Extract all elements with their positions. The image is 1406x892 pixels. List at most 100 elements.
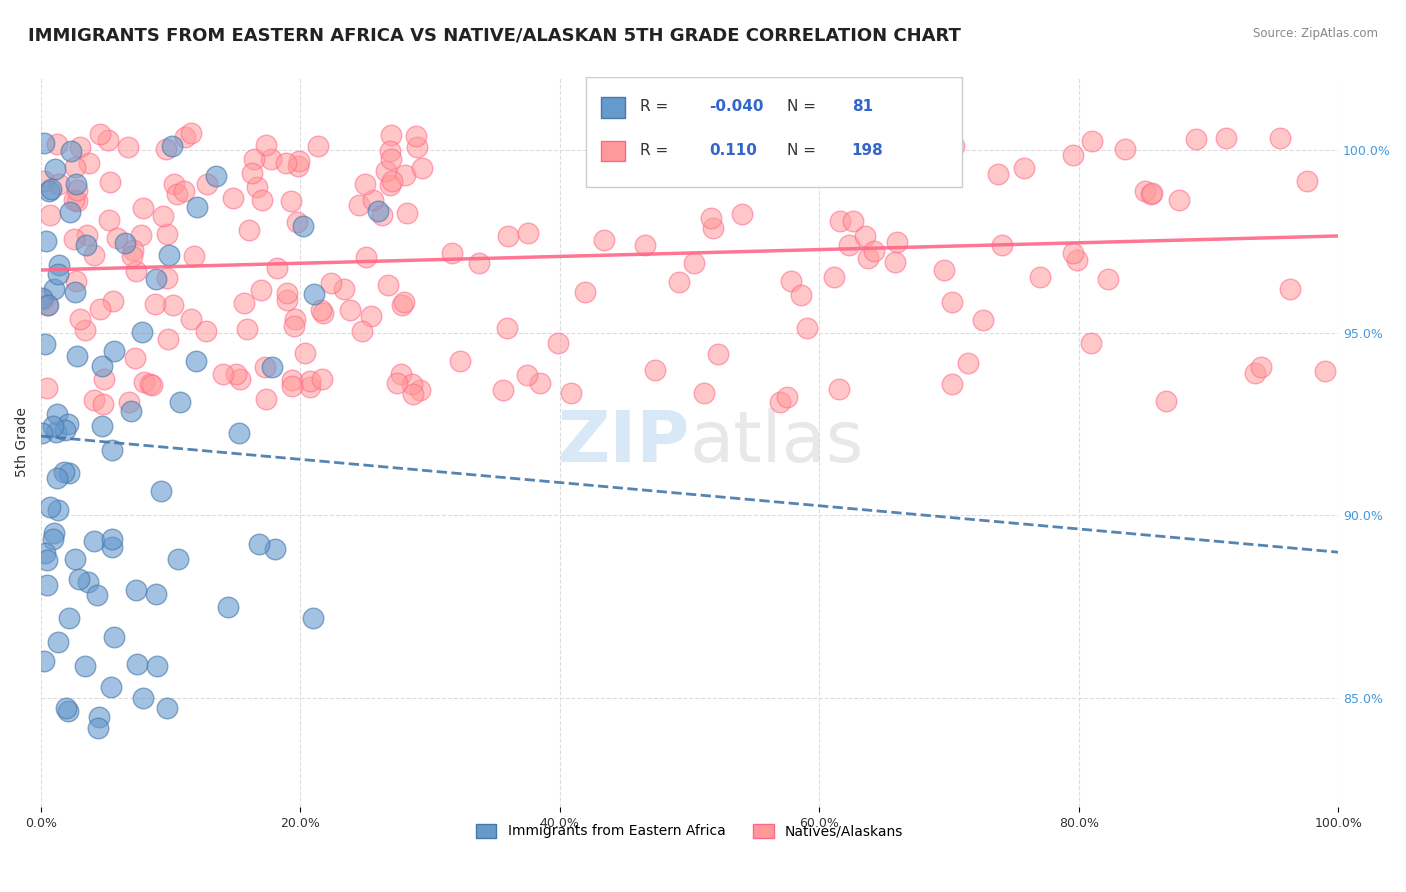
Immigrants from Eastern Africa — [45, 425, 67, 439]
Immigrants from Eastern Africa — [247, 537, 270, 551]
Natives/Alaskans — [89, 127, 111, 141]
Immigrants from Eastern Africa — [302, 287, 325, 301]
Natives/Alaskans — [734, 152, 756, 166]
Immigrants from Eastern Africa — [34, 546, 56, 560]
Natives/Alaskans — [1168, 193, 1191, 207]
Immigrants from Eastern Africa — [39, 500, 62, 514]
Immigrants from Eastern Africa — [301, 611, 323, 625]
Natives/Alaskans — [250, 194, 273, 208]
Natives/Alaskans — [352, 324, 374, 338]
Natives/Alaskans — [155, 142, 177, 156]
Natives/Alaskans — [121, 249, 143, 263]
Immigrants from Eastern Africa — [55, 700, 77, 714]
Natives/Alaskans — [517, 227, 540, 241]
Immigrants from Eastern Africa — [63, 552, 86, 566]
Natives/Alaskans — [122, 243, 145, 257]
Natives/Alaskans — [312, 306, 335, 320]
Natives/Alaskans — [1215, 131, 1237, 145]
Immigrants from Eastern Africa — [145, 272, 167, 286]
Natives/Alaskans — [83, 393, 105, 408]
Natives/Alaskans — [117, 140, 139, 154]
Natives/Alaskans — [1081, 134, 1104, 148]
Natives/Alaskans — [873, 126, 896, 140]
Natives/Alaskans — [1012, 161, 1035, 175]
Natives/Alaskans — [354, 250, 377, 264]
Natives/Alaskans — [39, 208, 62, 222]
Natives/Alaskans — [93, 371, 115, 385]
Natives/Alaskans — [34, 174, 56, 188]
Immigrants from Eastern Africa — [100, 533, 122, 547]
Natives/Alaskans — [284, 312, 307, 326]
Immigrants from Eastern Africa — [87, 722, 110, 736]
Immigrants from Eastern Africa — [44, 162, 66, 177]
Text: ZIP: ZIP — [557, 408, 689, 476]
Natives/Alaskans — [707, 346, 730, 360]
Immigrants from Eastern Africa — [34, 136, 56, 150]
Text: R =: R = — [640, 143, 668, 158]
Immigrants from Eastern Africa — [66, 349, 89, 363]
Natives/Alaskans — [339, 303, 361, 318]
Immigrants from Eastern Africa — [46, 634, 69, 648]
Natives/Alaskans — [941, 295, 963, 310]
Natives/Alaskans — [141, 378, 163, 392]
Immigrants from Eastern Africa — [34, 337, 56, 351]
Immigrants from Eastern Africa — [31, 291, 53, 305]
Natives/Alaskans — [401, 376, 423, 391]
Immigrants from Eastern Africa — [56, 704, 79, 718]
Natives/Alaskans — [828, 383, 851, 397]
Natives/Alaskans — [1062, 148, 1084, 162]
Immigrants from Eastern Africa — [367, 204, 389, 219]
Immigrants from Eastern Africa — [35, 235, 58, 249]
Natives/Alaskans — [492, 384, 515, 398]
Immigrants from Eastern Africa — [59, 205, 82, 219]
Immigrants from Eastern Africa — [125, 657, 148, 671]
Natives/Alaskans — [354, 178, 377, 192]
Natives/Alaskans — [280, 194, 302, 208]
Immigrants from Eastern Africa — [146, 658, 169, 673]
Immigrants from Eastern Africa — [77, 574, 100, 589]
Natives/Alaskans — [385, 376, 408, 390]
Natives/Alaskans — [863, 244, 886, 259]
Natives/Alaskans — [156, 271, 179, 285]
FancyBboxPatch shape — [602, 141, 624, 161]
Natives/Alaskans — [934, 134, 956, 148]
Natives/Alaskans — [307, 139, 329, 153]
Immigrants from Eastern Africa — [132, 691, 155, 706]
Natives/Alaskans — [378, 178, 401, 193]
Immigrants from Eastern Africa — [32, 655, 55, 669]
Immigrants from Eastern Africa — [46, 503, 69, 517]
Natives/Alaskans — [62, 232, 84, 246]
Immigrants from Eastern Africa — [83, 533, 105, 548]
Natives/Alaskans — [83, 248, 105, 262]
Natives/Alaskans — [932, 161, 955, 175]
Natives/Alaskans — [260, 152, 283, 166]
Natives/Alaskans — [769, 395, 792, 409]
Immigrants from Eastern Africa — [159, 248, 181, 262]
Immigrants from Eastern Africa — [145, 586, 167, 600]
Natives/Alaskans — [73, 323, 96, 337]
Immigrants from Eastern Africa — [125, 583, 148, 598]
Natives/Alaskans — [285, 215, 308, 229]
Natives/Alaskans — [942, 139, 965, 153]
Natives/Alaskans — [66, 183, 89, 197]
Natives/Alaskans — [408, 383, 430, 397]
Natives/Alaskans — [516, 368, 538, 382]
Natives/Alaskans — [731, 207, 754, 221]
Natives/Alaskans — [574, 285, 596, 299]
Natives/Alaskans — [752, 150, 775, 164]
Natives/Alaskans — [232, 296, 254, 310]
Natives/Alaskans — [276, 293, 298, 307]
Natives/Alaskans — [97, 133, 120, 147]
Natives/Alaskans — [105, 230, 128, 244]
Natives/Alaskans — [129, 227, 152, 242]
Natives/Alaskans — [246, 179, 269, 194]
Text: Source: ZipAtlas.com: Source: ZipAtlas.com — [1253, 27, 1378, 40]
Natives/Alaskans — [1184, 131, 1206, 145]
Immigrants from Eastern Africa — [45, 470, 67, 484]
Natives/Alaskans — [824, 269, 846, 284]
Natives/Alaskans — [243, 152, 266, 166]
Natives/Alaskans — [240, 166, 263, 180]
Natives/Alaskans — [298, 380, 321, 394]
FancyBboxPatch shape — [586, 78, 962, 187]
Text: 198: 198 — [852, 143, 883, 158]
